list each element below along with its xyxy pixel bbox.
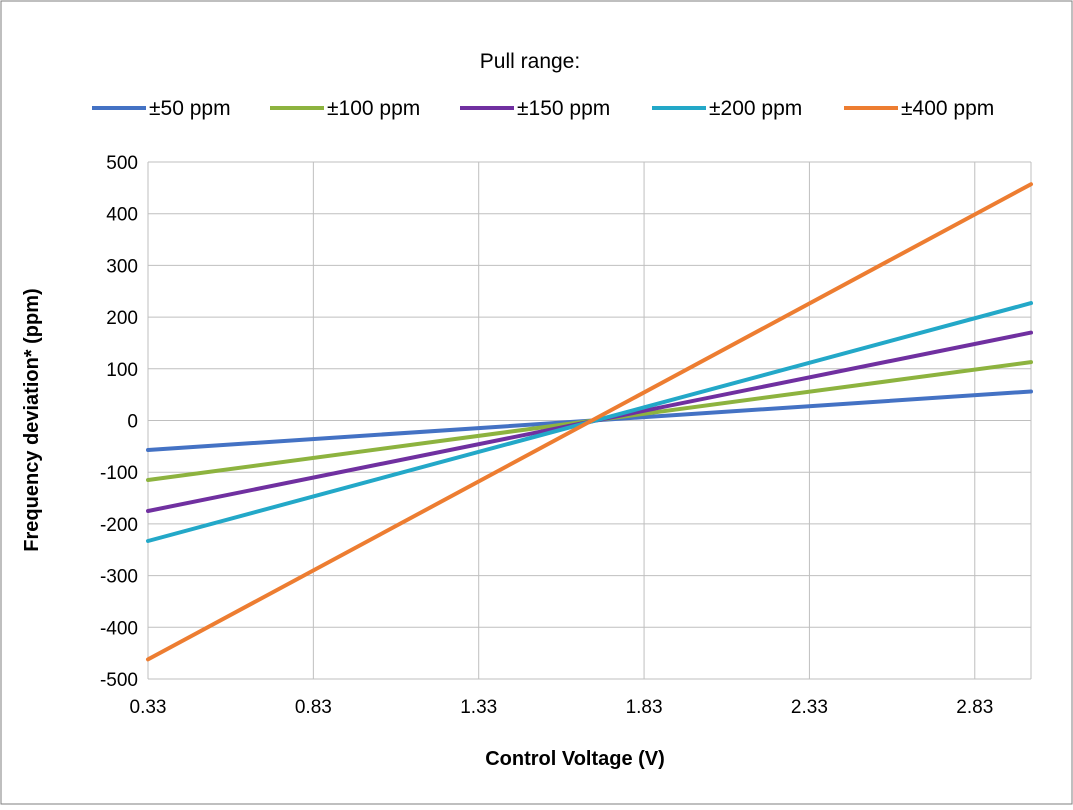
- y-axis-ticks: 500 400 300 200 100 0 -100 -200 -300 -400 -500: [100, 153, 138, 691]
- x-tick-label: 0.33: [130, 697, 167, 718]
- y-tick-label: 300: [106, 256, 138, 277]
- series-line-4: [146, 182, 1033, 662]
- y-tick-label: 400: [106, 205, 138, 226]
- x-tick-label: 2.83: [956, 697, 993, 718]
- x-tick-label: 0.83: [295, 697, 332, 718]
- y-tick-label: 0: [127, 412, 138, 433]
- legend-title: Pull range:: [480, 50, 580, 73]
- legend: ±50 ppm ±100 ppm ±150 ppm ±200 ppm ±400 ppm: [92, 97, 994, 120]
- legend-label-1: ±100 ppm: [327, 97, 420, 120]
- y-tick-label: 200: [106, 308, 138, 329]
- x-tick-label: 1.33: [460, 697, 497, 718]
- y-axis-title: Frequency deviation* (ppm): [21, 288, 43, 551]
- y-tick-label: -200: [100, 515, 138, 536]
- y-tick-label: 500: [106, 153, 138, 174]
- x-axis-title: Control Voltage (V): [485, 748, 665, 770]
- y-tick-label: 100: [106, 360, 138, 381]
- x-tick-label: 1.83: [626, 697, 663, 718]
- y-tick-label: -100: [100, 463, 138, 484]
- legend-label-4: ±400 ppm: [901, 97, 994, 120]
- legend-label-3: ±200 ppm: [709, 97, 802, 120]
- y-tick-label: -300: [100, 567, 138, 588]
- x-tick-label: 2.33: [791, 697, 828, 718]
- y-tick-label: -500: [100, 670, 138, 691]
- x-axis-ticks: 0.33 0.83 1.33 1.83 2.33 2.83: [130, 697, 994, 718]
- legend-label-2: ±150 ppm: [517, 97, 610, 120]
- y-tick-label: -400: [100, 618, 138, 639]
- grid: [147, 161, 1032, 680]
- series-lines: [146, 182, 1033, 662]
- legend-label-0: ±50 ppm: [149, 97, 231, 120]
